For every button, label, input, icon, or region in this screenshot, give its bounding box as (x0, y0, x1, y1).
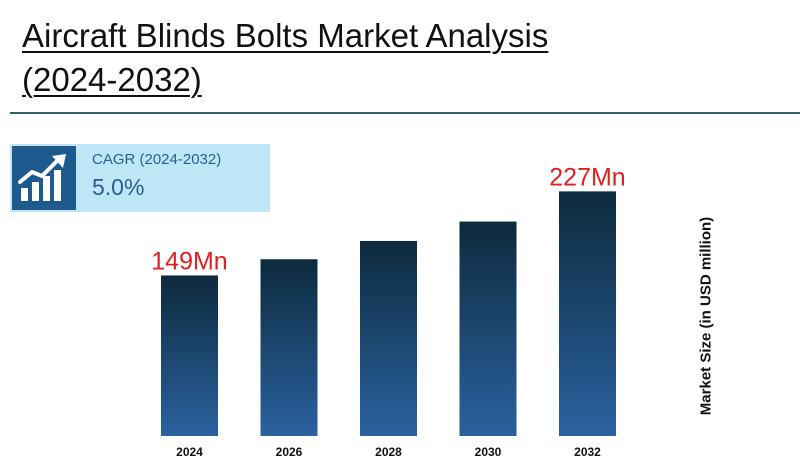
bar-2026 (260, 259, 318, 436)
page-title: Aircraft Blinds Bolts Market Analysis (2… (22, 14, 548, 102)
y-axis-label: Market Size (in USD million) (697, 216, 715, 416)
cagr-box: CAGR (2024-2032) 5.0% (10, 144, 270, 212)
data-label-2032: 227Mn (549, 163, 625, 191)
data-label-2024: 149Mn (151, 247, 227, 275)
x-tick-2030: 2030 (475, 445, 502, 459)
cagr-value: 5.0% (92, 174, 145, 200)
x-tick-2032: 2032 (574, 445, 601, 459)
bar-2030 (459, 221, 517, 436)
x-tick-2028: 2028 (375, 445, 402, 459)
bar-2024 (161, 275, 218, 436)
bar-2028 (360, 240, 417, 436)
title-line-2: (2024-2032) (22, 61, 202, 98)
title-divider (10, 112, 800, 114)
cagr-label: CAGR (2024-2032) (92, 151, 222, 168)
bar-2032 (559, 191, 616, 436)
x-tick-2024: 2024 (176, 445, 203, 459)
title-line-1: Aircraft Blinds Bolts Market Analysis (22, 17, 549, 54)
growth-chart-icon (12, 146, 76, 210)
x-tick-2026: 2026 (276, 445, 303, 459)
